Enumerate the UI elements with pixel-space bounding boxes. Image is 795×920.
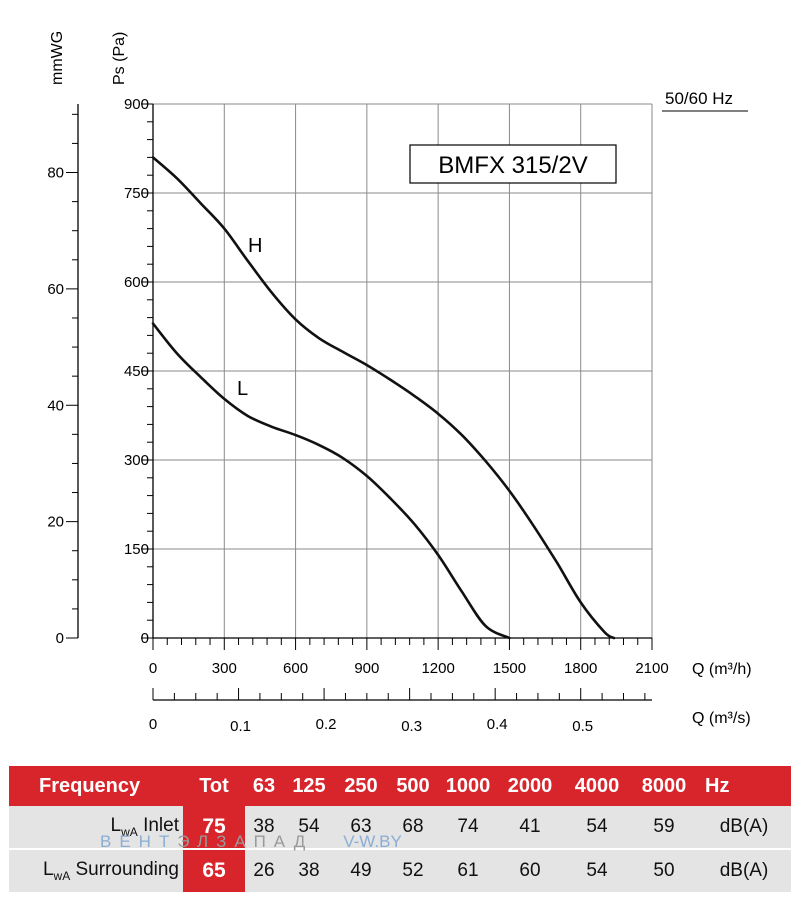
row-label-suffix: Surrounding: [70, 859, 179, 881]
curves: [151, 156, 616, 640]
x2-tick-label: 0.1: [230, 718, 251, 735]
band-header: 125: [283, 766, 335, 806]
y2-tick-label: 60: [47, 281, 64, 298]
band-value: 68: [387, 806, 439, 850]
table-row: LwA Inlet 75 38 54 63 68 74 41 54 59 dB(…: [9, 806, 791, 850]
band-header: 63: [245, 766, 283, 806]
frequency-label: 50/60 Hz: [665, 89, 733, 108]
curve-label-h: H: [248, 235, 262, 257]
y-tick-label: 300: [124, 452, 149, 469]
y2-tick-label: 40: [47, 397, 64, 414]
band-value: 59: [631, 806, 697, 850]
row-label-surrounding: LwA Surrounding: [9, 849, 183, 892]
frequency-header: Frequency: [9, 766, 183, 806]
x-axis-title: Q (m³/h): [692, 661, 752, 678]
y-axis-title: Ps (Pa): [111, 32, 128, 85]
y-tick-label: 450: [124, 363, 149, 380]
x-tick-label: 1200: [421, 660, 454, 677]
row-label-inlet: LwA Inlet: [9, 806, 183, 850]
y-tick-label: 900: [124, 96, 149, 113]
x2-axis-title: Q (m³/s): [692, 710, 751, 727]
y-tick-label: 750: [124, 185, 149, 202]
table-row: LwA Surrounding 65 26 38 49 52 61 60 54 …: [9, 849, 791, 892]
band-header: 8000: [631, 766, 697, 806]
band-header: 2000: [497, 766, 563, 806]
tot-header: Tot: [183, 766, 245, 806]
x-tick-label: 900: [354, 660, 379, 677]
band-value: 54: [563, 849, 631, 892]
curve-h: [151, 156, 616, 640]
noise-table-header: Frequency Tot 63 125 250 500 1000 2000 4…: [9, 766, 791, 806]
band-value: 60: [497, 849, 563, 892]
row-label-suffix: Inlet: [137, 815, 179, 837]
band-value: 54: [283, 806, 335, 850]
x-tick-label: 0: [149, 660, 157, 677]
tot-value: 65: [183, 849, 245, 892]
tick-marks: [66, 103, 653, 700]
x-tick-label: 1500: [493, 660, 526, 677]
x-tick-label: 1800: [564, 660, 597, 677]
curve-label-l: L: [237, 378, 248, 400]
hz-header: Hz: [697, 766, 791, 806]
band-value: 74: [439, 806, 497, 850]
band-value: 54: [563, 806, 631, 850]
curve-l: [151, 322, 511, 640]
y-tick-label: 600: [124, 274, 149, 291]
x-tick-label: 2100: [635, 660, 668, 677]
y2-tick-label: 20: [47, 514, 64, 531]
band-header: 4000: [563, 766, 631, 806]
band-value: 38: [245, 806, 283, 850]
y2-tick-label: 0: [56, 630, 64, 647]
title-box: [409, 144, 617, 184]
row-label-sub: wA: [121, 824, 138, 839]
band-value: 26: [245, 849, 283, 892]
tot-value: 75: [183, 806, 245, 850]
x2-tick-label: 0: [149, 716, 157, 733]
row-label-sub: wA: [53, 868, 71, 883]
grid-lines: [153, 103, 653, 638]
row-label-main: L: [42, 859, 54, 881]
x2-tick-label: 0.5: [572, 718, 593, 735]
band-value: 61: [439, 849, 497, 892]
band-value: 41: [497, 806, 563, 850]
x-tick-label: 600: [283, 660, 308, 677]
band-value: 49: [335, 849, 387, 892]
band-header: 1000: [439, 766, 497, 806]
y-tick-label: 0: [141, 630, 149, 647]
x2-tick-label: 0.2: [316, 716, 337, 733]
band-header: 500: [387, 766, 439, 806]
labels: 0 300 600 900 1200 1500 1800 210001503004506007…: [47, 96, 668, 735]
unit-value: dB(A): [697, 806, 791, 850]
fan-performance-chart: 0 300 600 900 1200 1500 1800 210001503004506007…: [47, 31, 752, 735]
y2-tick-label: 80: [47, 165, 64, 182]
band-value: 50: [631, 849, 697, 892]
x-tick-label: 300: [212, 660, 237, 677]
y-tick-label: 150: [124, 541, 149, 558]
band-value: 52: [387, 849, 439, 892]
band-value: 38: [283, 849, 335, 892]
row-label-main: L: [110, 815, 122, 837]
y2-axis-title: mmWG: [49, 31, 66, 85]
x2-tick-label: 0.4: [487, 716, 508, 733]
x2-tick-label: 0.3: [401, 718, 422, 735]
band-value: 63: [335, 806, 387, 850]
noise-table: Frequency Tot 63 125 250 500 1000 2000 4…: [9, 766, 791, 892]
unit-value: dB(A): [697, 849, 791, 892]
chart-title: BMFX 315/2V: [438, 152, 587, 179]
band-header: 250: [335, 766, 387, 806]
